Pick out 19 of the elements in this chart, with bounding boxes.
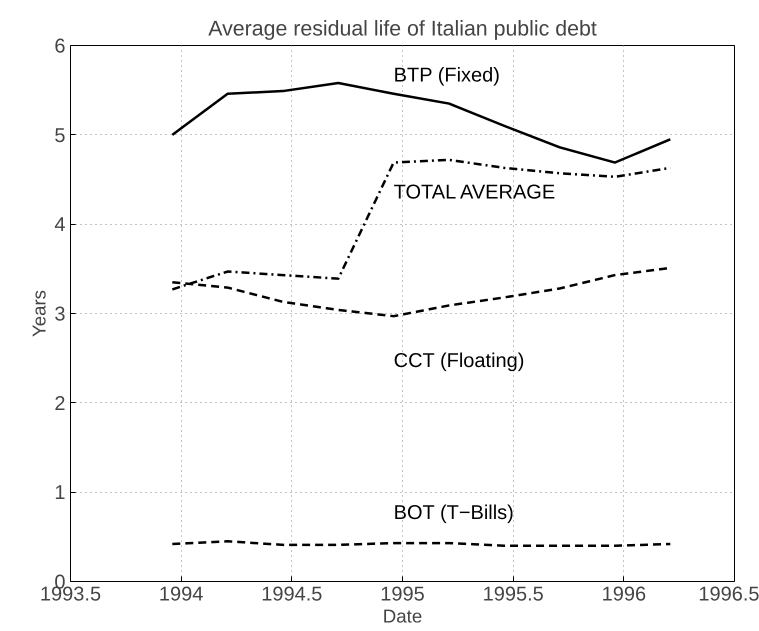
y-axis-title: Years <box>28 290 50 338</box>
y-tick-label: 1 <box>54 482 66 504</box>
series-label: CCT (Floating) <box>394 350 524 372</box>
x-tick-label: 1995.5 <box>482 584 544 606</box>
x-tick-label: 1996.5 <box>698 584 759 606</box>
x-tick-label: 1994.5 <box>261 584 322 606</box>
series-label: BOT (T−Bills) <box>394 502 514 524</box>
x-tick-label: 1994 <box>158 584 204 606</box>
y-tick-label: 5 <box>54 124 66 147</box>
chart-title: Average residual life of Italian public debt <box>208 16 597 40</box>
y-tick-label: 2 <box>54 392 66 415</box>
series-label: BTP (Fixed) <box>394 64 500 87</box>
x-tick-label: 1995 <box>380 584 425 606</box>
series-label: TOTAL AVERAGE <box>394 182 556 204</box>
y-tick-label: 4 <box>54 214 66 236</box>
x-axis-title: Date <box>382 606 422 626</box>
y-tick-label: 3 <box>54 304 66 326</box>
x-tick-label: 1996 <box>602 584 646 606</box>
y-tick-label: 6 <box>54 36 66 58</box>
